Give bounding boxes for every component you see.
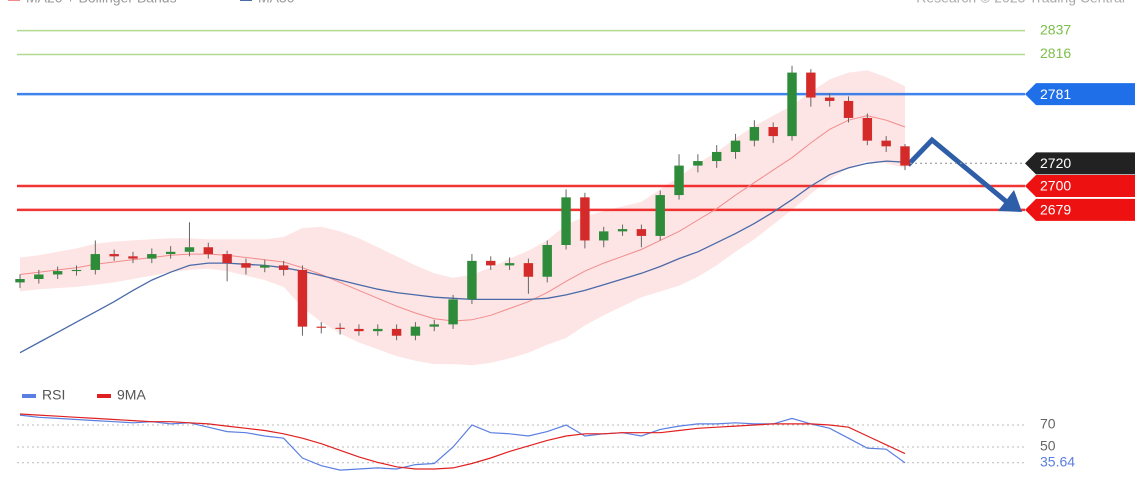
moving-average-line <box>19 115 906 322</box>
candle-body <box>222 254 232 264</box>
candle-body <box>881 140 891 147</box>
candle-body <box>147 254 157 259</box>
price-tag <box>1025 198 1135 221</box>
candle-body <box>824 97 835 101</box>
candle-body <box>165 251 176 255</box>
candle-body <box>448 299 458 325</box>
price-tag <box>1025 175 1135 198</box>
candle-body <box>711 151 722 162</box>
candle-body <box>561 197 571 245</box>
candle-body <box>391 328 402 336</box>
candle-body <box>655 195 665 236</box>
candle-body <box>354 328 364 332</box>
candle-body <box>504 263 515 266</box>
candle-body <box>15 279 25 283</box>
price-tag-label: 2781 <box>1040 86 1071 102</box>
candle-body <box>34 274 44 280</box>
forecast-arrow-head <box>998 190 1022 212</box>
indicator-line <box>19 413 906 470</box>
candle-body <box>900 146 910 166</box>
candle-body <box>297 269 308 327</box>
candle-body <box>373 328 383 332</box>
candle-body <box>617 229 628 232</box>
legend-label: RSI <box>42 387 65 403</box>
candle-body <box>580 197 590 241</box>
candle-body <box>429 324 439 327</box>
source-credit: Research © 2025 Trading Central <box>916 0 1125 6</box>
candle-body <box>203 247 214 255</box>
price-tag-label: 2679 <box>1040 202 1071 218</box>
price-tag <box>1025 83 1135 106</box>
level-label: 2816 <box>1040 45 1071 61</box>
candle-body <box>316 326 326 328</box>
candle-body <box>693 161 703 166</box>
legend-label: MA50 <box>258 0 295 6</box>
y-tick-label: 50 <box>1040 438 1056 454</box>
level-label: 2837 <box>1040 21 1071 37</box>
candle-body <box>71 269 82 272</box>
price-tag-label: 2700 <box>1040 178 1071 194</box>
candle-body <box>128 256 138 259</box>
current-value-label: 35.64 <box>1040 453 1075 469</box>
candle-body <box>674 165 684 196</box>
candle-body <box>787 72 797 137</box>
legend-label: MA20 + Bollinger Bands <box>26 0 177 6</box>
candle-body <box>749 127 760 141</box>
forecast-arrow <box>906 136 1010 205</box>
candle-body <box>52 271 63 275</box>
candle-body <box>636 229 647 236</box>
candle-body <box>523 263 534 277</box>
y-tick-label: 70 <box>1040 416 1056 432</box>
candle-body <box>862 117 873 141</box>
candle-body <box>806 72 816 98</box>
candle-body <box>335 327 345 329</box>
candle-body <box>843 100 854 118</box>
legend-label: 9MA <box>117 387 146 403</box>
background-layer <box>17 29 1025 366</box>
bollinger-band <box>20 70 905 366</box>
candle-body <box>768 127 778 137</box>
candle-body <box>109 254 119 257</box>
price-tag-label: 2720 <box>1040 155 1071 171</box>
indicator-line <box>19 414 906 471</box>
candle-body <box>467 260 477 300</box>
candle-body <box>599 231 609 241</box>
candle-body <box>241 263 251 268</box>
candle-body <box>278 265 289 270</box>
candle-body <box>90 254 101 270</box>
candle-body <box>260 265 270 268</box>
candle-body <box>184 247 195 252</box>
candle-body <box>410 326 421 336</box>
moving-average-line <box>19 160 906 354</box>
candle-body <box>730 140 741 152</box>
candle-body <box>542 244 552 277</box>
candle-body <box>486 260 496 266</box>
price-tag <box>1025 152 1135 175</box>
